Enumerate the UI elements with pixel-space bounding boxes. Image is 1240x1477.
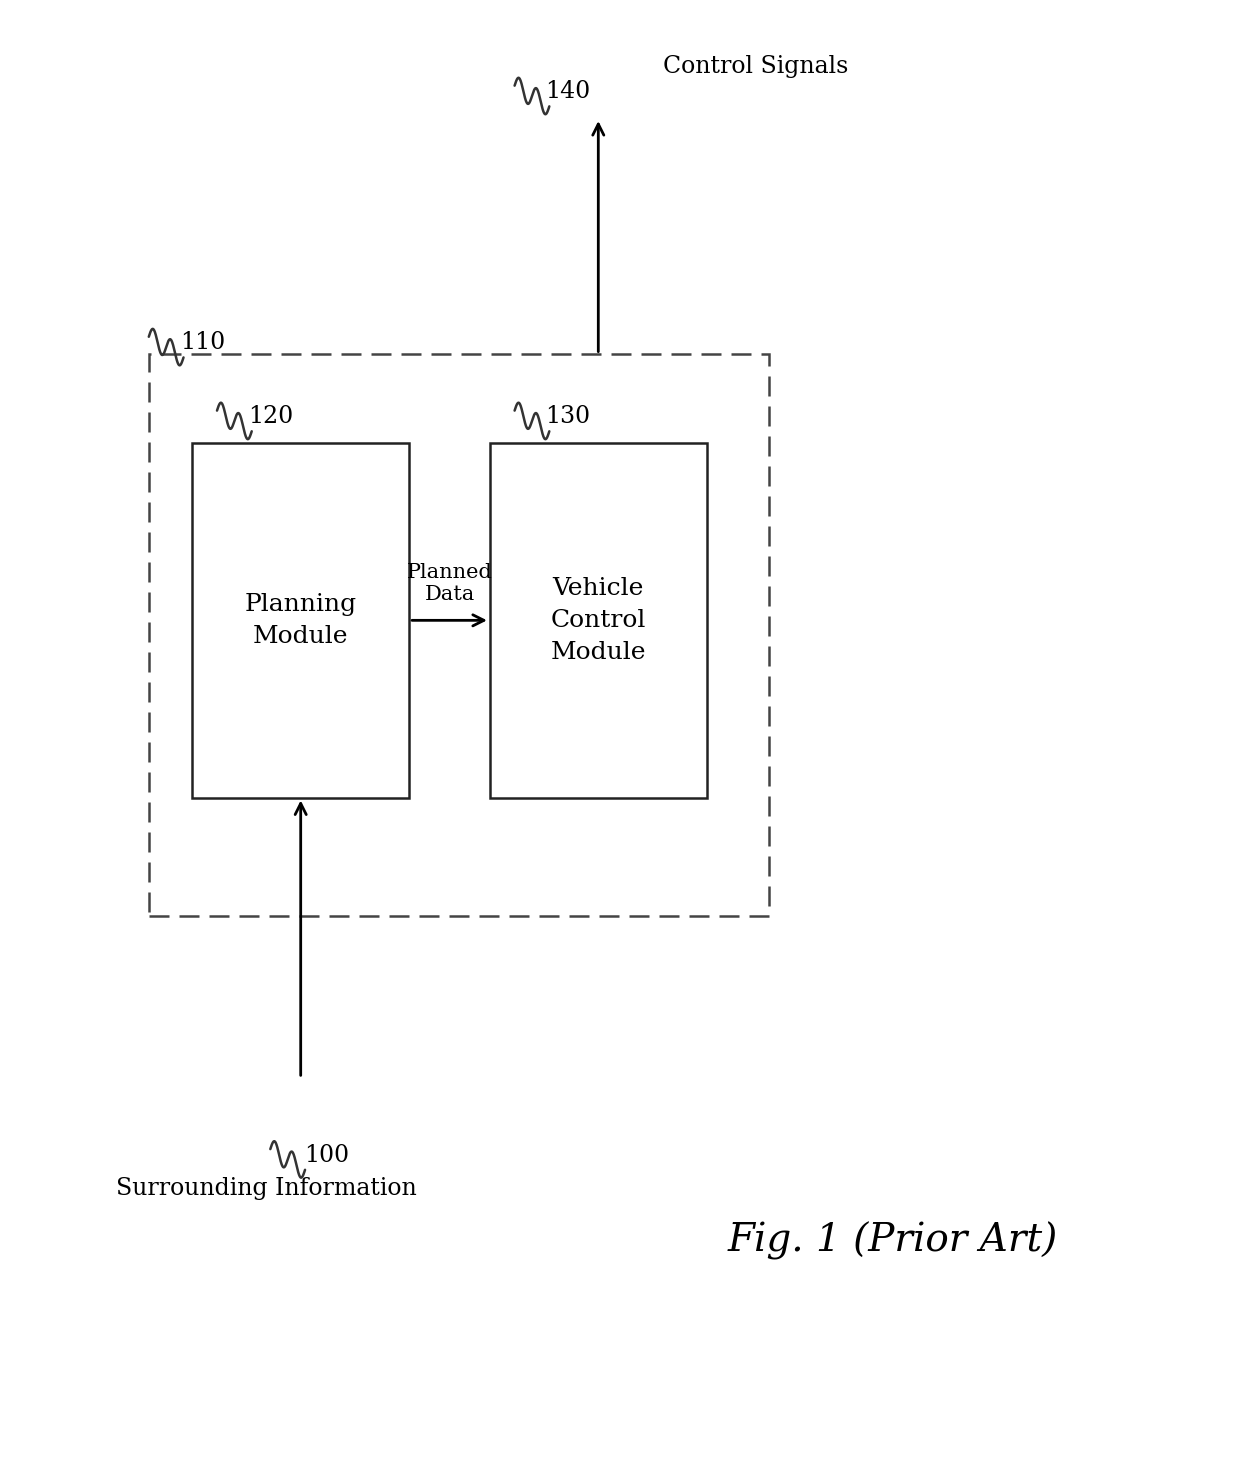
Text: 120: 120 [248,405,293,428]
Text: Surrounding Information: Surrounding Information [117,1177,417,1201]
Bar [192,443,409,798]
Text: 110: 110 [180,331,224,354]
Text: 100: 100 [304,1143,348,1167]
Bar [149,354,769,916]
Text: 140: 140 [546,80,590,103]
Text: Planned
Data: Planned Data [407,563,494,604]
Text: Fig. 1 (Prior Art): Fig. 1 (Prior Art) [728,1221,1058,1260]
Text: Planning
Module: Planning Module [244,592,357,648]
Text: 130: 130 [546,405,590,428]
Text: Vehicle
Control
Module: Vehicle Control Module [551,578,646,663]
Bar [490,443,707,798]
Text: Control Signals: Control Signals [663,55,848,78]
